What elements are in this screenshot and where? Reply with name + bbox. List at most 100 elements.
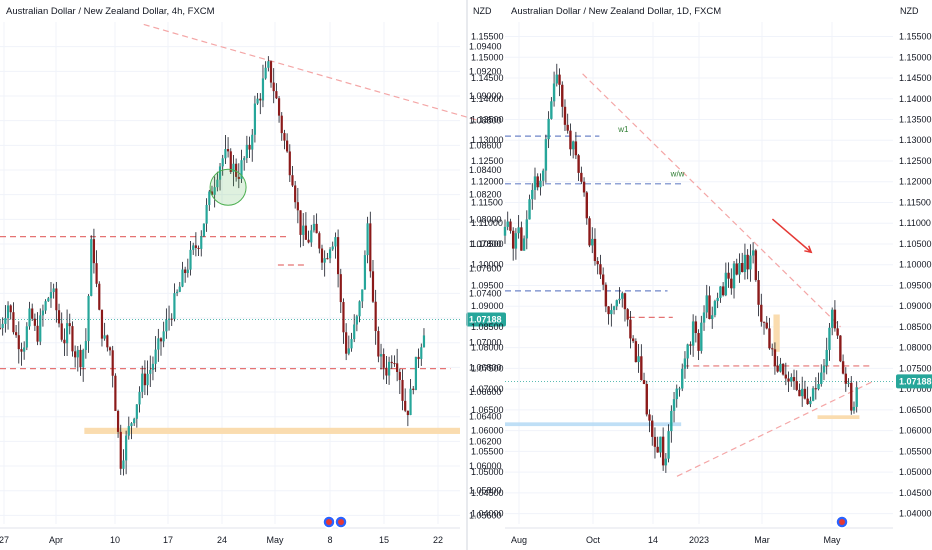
candle-body <box>337 237 340 275</box>
candle-body <box>272 82 275 92</box>
candle-body <box>229 151 232 173</box>
y-tick-label: 1.10000 <box>471 260 504 270</box>
candle-body <box>528 199 531 220</box>
candle-body <box>210 191 214 195</box>
candle-body <box>33 318 36 326</box>
candle-body <box>39 315 42 342</box>
candle-body <box>604 284 608 307</box>
candle-body <box>245 144 248 159</box>
candle-body <box>396 363 399 372</box>
y-tick-label: 1.08000 <box>899 343 932 353</box>
right-time-axis[interactable]: Aug Oct 14 2023 Mar May <box>505 527 893 545</box>
candle-body <box>555 74 559 84</box>
y-tick-label: 1.09000 <box>899 301 932 311</box>
candle-body <box>355 316 358 325</box>
candle-body <box>283 133 286 141</box>
candle-body <box>773 349 777 366</box>
candle-body <box>730 278 733 289</box>
y-tick-label: 1.11000 <box>471 218 503 228</box>
candle-body <box>634 341 638 363</box>
candle-body <box>334 237 337 247</box>
right-price-axis[interactable]: 1.15500 1.15000 1.14500 1.14000 1.13500 1.130… <box>899 32 932 519</box>
candle-body <box>735 263 738 275</box>
left-chart-panel[interactable]: Australian Dollar / New Zealand Dollar, … <box>0 6 506 545</box>
candle-body <box>100 309 104 339</box>
y-tick-label: 1.13000 <box>471 135 504 145</box>
y-tick-label: 1.09500 <box>471 280 504 290</box>
candle-body <box>76 349 79 358</box>
candle-body <box>596 261 599 265</box>
y-tick-label: 1.05000 <box>899 467 932 477</box>
candle-body <box>571 141 575 150</box>
candle-body <box>533 176 537 190</box>
candle-body <box>17 335 20 350</box>
trendline <box>582 73 841 328</box>
candle-body <box>844 373 848 384</box>
candle-body <box>841 361 845 374</box>
candle-body <box>366 223 369 256</box>
candle-body <box>656 446 659 453</box>
candle-body <box>382 354 385 368</box>
candle-body <box>310 230 313 243</box>
candle-body <box>599 264 602 275</box>
candle-body <box>563 106 567 125</box>
candle-body <box>143 373 146 386</box>
trendline <box>143 23 480 122</box>
candle-body <box>626 309 629 320</box>
x-tick-label: 14 <box>648 535 658 545</box>
candle-body <box>574 141 578 156</box>
flag-icon-center <box>839 519 845 525</box>
x-tick-label: Aug <box>511 535 527 545</box>
candle-body <box>178 286 181 292</box>
candle-body <box>536 176 539 188</box>
y-tick-label: 1.07800 <box>469 239 502 249</box>
candle-body <box>146 373 149 386</box>
candle-body <box>409 388 412 416</box>
y-tick-label: 1.10500 <box>899 239 932 249</box>
candle-body <box>792 377 796 382</box>
candle-body <box>108 347 112 351</box>
left-time-axis[interactable]: 27 Apr 10 17 24 May 8 15 22 <box>0 527 460 545</box>
candle-body <box>741 263 744 273</box>
candle-body <box>558 74 561 85</box>
candle-body <box>315 223 318 234</box>
right-left-price-axis[interactable]: 1.15500 1.15000 1.14500 1.14000 1.13500 1.130… <box>471 32 504 519</box>
candle-body <box>9 305 12 313</box>
candle-body <box>65 323 69 344</box>
y-tick-label: 1.15000 <box>899 52 932 62</box>
candle-body <box>713 301 717 316</box>
candle-body <box>296 202 299 211</box>
candle-body <box>52 288 55 293</box>
right-current-price-label: 1.07188 <box>896 374 932 389</box>
candle-body <box>304 225 307 240</box>
event-badges[interactable] <box>322 515 849 529</box>
candle-body <box>806 398 809 405</box>
candle-body <box>681 368 684 389</box>
y-tick-label: 1.05800 <box>469 486 502 496</box>
candle-body <box>754 250 758 281</box>
y-tick-label: 1.07500 <box>899 363 932 373</box>
candle-body <box>768 328 771 349</box>
candle-body <box>520 227 523 251</box>
candle-body <box>503 226 507 236</box>
current-price-text: 1.07188 <box>469 314 502 324</box>
left-price-axis[interactable]: 1.09400 1.09200 1.09000 1.08800 1.08600 1.084… <box>469 42 502 521</box>
right-chart-panel[interactable]: w1 w/w NZD Australian Dollar / New Zealan… <box>471 6 932 545</box>
candle-body <box>371 271 375 302</box>
candle-body <box>779 363 782 372</box>
candle-body <box>125 435 128 461</box>
candle-body <box>0 327 2 329</box>
candle-body <box>331 246 334 250</box>
y-tick-label: 1.07400 <box>469 288 502 298</box>
candle-body <box>784 374 788 379</box>
x-tick-label: Oct <box>586 535 601 545</box>
zone-orange-vertical-rect <box>773 314 780 352</box>
candle-body <box>92 239 96 264</box>
candle-body <box>369 223 372 272</box>
candle-body <box>795 381 798 390</box>
right-levels <box>505 135 873 367</box>
y-tick-label: 1.14000 <box>471 94 504 104</box>
x-tick-label: 8 <box>327 535 332 545</box>
candle-body <box>653 436 657 447</box>
y-tick-label: 1.06200 <box>469 436 502 446</box>
